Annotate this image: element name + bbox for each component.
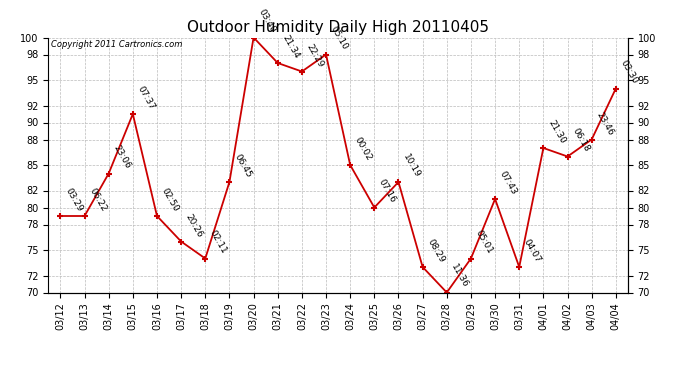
Text: 03:29: 03:29	[63, 186, 83, 213]
Text: 08:29: 08:29	[426, 237, 446, 264]
Text: 02:50: 02:50	[160, 186, 180, 213]
Title: Outdoor Humidity Daily High 20110405: Outdoor Humidity Daily High 20110405	[187, 20, 489, 35]
Text: 00:02: 00:02	[353, 135, 373, 162]
Text: 23:06: 23:06	[112, 144, 132, 171]
Text: 22:29: 22:29	[305, 42, 325, 69]
Text: 02:11: 02:11	[208, 229, 228, 256]
Text: 21:30: 21:30	[546, 118, 566, 145]
Text: 07:43: 07:43	[498, 170, 518, 196]
Text: 20:26: 20:26	[184, 212, 204, 239]
Text: 05:10: 05:10	[329, 25, 350, 52]
Text: 07:37: 07:37	[136, 84, 157, 111]
Text: 06:18: 06:18	[571, 127, 591, 154]
Text: 10:19: 10:19	[402, 152, 422, 179]
Text: 03:40: 03:40	[257, 8, 277, 35]
Text: 21:34: 21:34	[281, 33, 301, 60]
Text: Copyright 2011 Cartronics.com: Copyright 2011 Cartronics.com	[51, 40, 183, 49]
Text: 04:07: 04:07	[522, 237, 542, 264]
Text: 05:01: 05:01	[474, 229, 495, 256]
Text: 03:30: 03:30	[619, 59, 640, 86]
Text: 06:45: 06:45	[233, 152, 253, 179]
Text: 06:22: 06:22	[88, 186, 108, 213]
Text: 23:46: 23:46	[595, 110, 615, 137]
Text: 07:16: 07:16	[377, 178, 398, 205]
Text: 11:36: 11:36	[450, 263, 471, 290]
